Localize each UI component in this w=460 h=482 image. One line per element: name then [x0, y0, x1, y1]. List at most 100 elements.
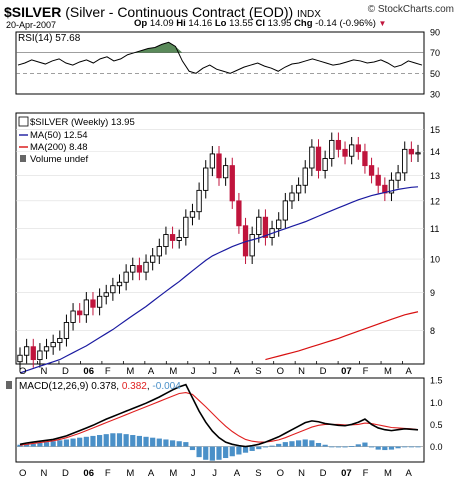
open-value: 14.09	[149, 18, 174, 29]
x-tick-label: 06	[83, 366, 94, 377]
watermark: © StockCharts.com	[367, 4, 454, 15]
macd-tick-label: 0.0	[430, 442, 443, 452]
ma50-line	[19, 186, 419, 374]
macd-histogram-bar	[116, 433, 123, 447]
macd-histogram-bar	[388, 446, 395, 450]
candle-up	[395, 172, 401, 181]
macd-histogram-bar	[296, 440, 302, 447]
price-tick-label: 8	[430, 326, 435, 336]
macd-histogram-bar	[315, 442, 322, 447]
change-label: Chg	[294, 18, 313, 29]
macd-label: MACD(12,26,9) 0.378, 0.382, -0.004	[19, 381, 181, 392]
macd-histogram-bar	[335, 446, 341, 448]
chart-date: 20-Apr-2007	[6, 20, 57, 30]
low-label: Lo	[214, 18, 227, 29]
candle-down	[229, 165, 235, 202]
candle-up	[349, 144, 355, 157]
macd-histogram-bar	[322, 444, 328, 447]
macd-histogram-bar	[262, 446, 269, 448]
macd-histogram-bar	[329, 446, 335, 448]
symbol: $SILVER	[4, 4, 62, 20]
candle-up	[183, 216, 189, 238]
macd-histogram-bar	[342, 446, 348, 448]
candle-up	[103, 292, 109, 297]
close-label: Cl	[255, 18, 266, 29]
macd-histogram-bar	[97, 435, 103, 447]
macd-histogram-bar	[196, 446, 202, 458]
x-tick-label: A	[234, 366, 241, 377]
macd-histogram-bar	[355, 444, 361, 447]
x-tick-label: J	[191, 366, 196, 377]
macd-histogram-bar	[103, 434, 109, 447]
macd-x-tick-label: S	[255, 468, 261, 479]
x-tick-label: M	[169, 366, 177, 377]
macd-x-tick-label: A	[406, 468, 413, 479]
high-label: Hi	[176, 18, 186, 29]
low-value: 13.55	[229, 18, 253, 29]
open-label: Op	[134, 18, 148, 29]
candle-up	[156, 246, 162, 257]
macd-histogram-bar	[289, 441, 295, 447]
x-tick-label: 07	[341, 366, 352, 377]
candle-up	[163, 234, 169, 248]
x-tick-label: F	[105, 366, 111, 377]
candle-up	[282, 200, 288, 221]
legend-ma50: MA(50) 12.54	[30, 130, 88, 141]
candle-down	[77, 310, 83, 316]
macd-x-tick-label: J	[191, 468, 196, 479]
price-tick-label: 11	[430, 224, 439, 234]
candle-down	[315, 146, 322, 171]
macd-line	[19, 383, 419, 448]
macd-x-tick-label: O	[277, 468, 284, 479]
macd-histogram-bar	[43, 442, 50, 447]
candle-up	[50, 342, 56, 348]
macd-x-tick-label: N	[40, 468, 47, 479]
macd-histogram-bar	[375, 446, 381, 450]
candle-down	[362, 151, 368, 167]
candle-up	[402, 148, 408, 174]
candle-down	[30, 346, 36, 361]
candle-up	[43, 346, 50, 352]
candle-up	[150, 255, 156, 263]
x-tick-label: O	[19, 366, 26, 377]
macd-x-tick-label: N	[298, 468, 305, 479]
candle-up	[249, 234, 255, 257]
macd-histogram-bar	[50, 441, 56, 447]
macd-tick-label: 1.5	[430, 376, 443, 386]
candle-up	[256, 216, 262, 235]
candle-down	[90, 299, 96, 308]
macd-histogram-bar	[229, 446, 235, 457]
macd-histogram-bar	[408, 446, 414, 448]
price-tick-label: 9	[430, 288, 435, 298]
close-value: 13.95	[267, 18, 292, 29]
candle-down	[342, 148, 348, 157]
macd-histogram-bar	[30, 443, 36, 447]
candle-up	[110, 285, 116, 294]
candle-up	[196, 189, 202, 213]
change-down-icon: ▼	[378, 19, 387, 28]
macd-x-tick-label: M	[384, 468, 392, 479]
legend-volume: Volume undef	[30, 154, 88, 165]
legend-volume-icon	[20, 155, 26, 162]
candle-down	[236, 200, 242, 227]
rsi-tick-label: 50	[430, 69, 440, 79]
candle-up	[309, 146, 315, 169]
candle-up	[96, 295, 103, 308]
candle-up	[70, 310, 76, 323]
candle-up	[203, 167, 209, 191]
candle-up	[116, 281, 123, 287]
ma200-line	[265, 311, 419, 361]
x-tick-label: A	[148, 366, 155, 377]
candle-up	[289, 192, 295, 202]
price-tick-label: 13	[430, 171, 440, 181]
price-tick-label: 15	[430, 125, 440, 135]
candle-up	[295, 184, 302, 194]
quote-line: Op 14.09 Hi 14.16 Lo 13.55 Cl 13.95 Chg …	[134, 18, 386, 29]
x-tick-label: M	[384, 366, 392, 377]
macd-histogram-bar	[415, 446, 421, 448]
legend-candle-icon	[18, 116, 29, 127]
macd-histogram-bar	[203, 446, 209, 460]
x-tick-label: S	[255, 366, 261, 377]
candle-down	[136, 265, 143, 273]
